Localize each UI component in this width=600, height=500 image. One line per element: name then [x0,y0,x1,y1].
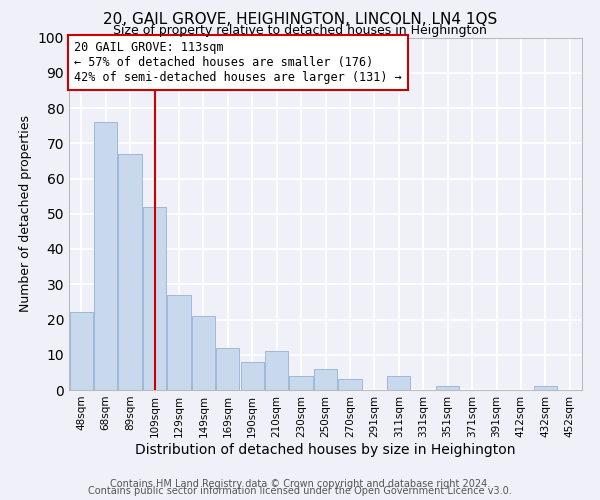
Text: Size of property relative to detached houses in Heighington: Size of property relative to detached ho… [113,24,487,37]
Bar [167,295,191,390]
Bar [241,362,264,390]
Text: 20 GAIL GROVE: 113sqm
← 57% of detached houses are smaller (176)
42% of semi-det: 20 GAIL GROVE: 113sqm ← 57% of detached … [74,41,402,84]
Bar [534,386,557,390]
Y-axis label: Number of detached properties: Number of detached properties [19,116,32,312]
Bar [70,312,93,390]
Bar [143,206,166,390]
Bar [265,351,288,390]
Text: Contains HM Land Registry data © Crown copyright and database right 2024.: Contains HM Land Registry data © Crown c… [110,479,490,489]
Bar [436,386,459,390]
Bar [118,154,142,390]
Text: Contains public sector information licensed under the Open Government Licence v3: Contains public sector information licen… [88,486,512,496]
Bar [338,380,362,390]
Bar [387,376,410,390]
Bar [216,348,239,390]
X-axis label: Distribution of detached houses by size in Heighington: Distribution of detached houses by size … [135,442,516,456]
Bar [192,316,215,390]
Bar [94,122,117,390]
Bar [314,369,337,390]
Text: 20, GAIL GROVE, HEIGHINGTON, LINCOLN, LN4 1QS: 20, GAIL GROVE, HEIGHINGTON, LINCOLN, LN… [103,12,497,28]
Bar [289,376,313,390]
